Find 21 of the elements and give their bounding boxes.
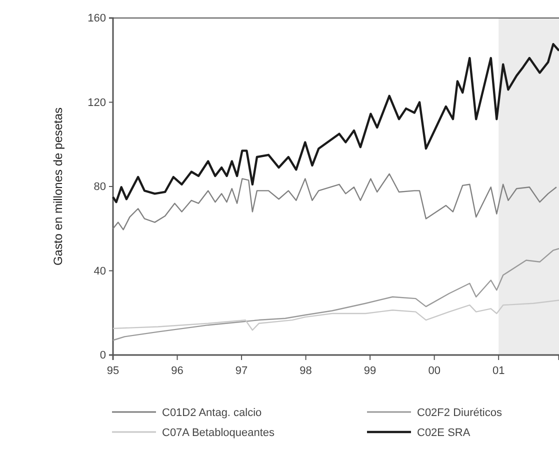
legend-label: C07A Betabloqueantes (162, 427, 276, 439)
x-tick-label: 96 (171, 364, 184, 377)
x-tick-label: 98 (300, 364, 312, 377)
x-tick-label: 00 (428, 364, 440, 377)
x-tick-label: 01 (492, 364, 505, 377)
legend-label: C02F2 Diuréticos (417, 407, 502, 419)
y-tick-label: 40 (94, 265, 106, 278)
x-tick-label: 95 (106, 364, 120, 377)
y-tick-label: 0 (100, 350, 106, 362)
x-tick-label: 97 (235, 364, 248, 377)
x-tick-label: 99 (364, 364, 376, 377)
y-axis-title: Gasto en millones de pesetas (51, 107, 65, 266)
line-series (112, 248, 559, 341)
legend-label: C01D2 Antag. calcio (162, 407, 262, 419)
y-tick-label: 160 (88, 12, 106, 25)
line-series (112, 300, 559, 331)
line-series (112, 173, 558, 230)
legend-label: C02E SRA (417, 427, 471, 439)
line-series (112, 43, 559, 204)
y-tick-label: 120 (88, 96, 106, 109)
y-tick-label: 80 (94, 181, 106, 194)
